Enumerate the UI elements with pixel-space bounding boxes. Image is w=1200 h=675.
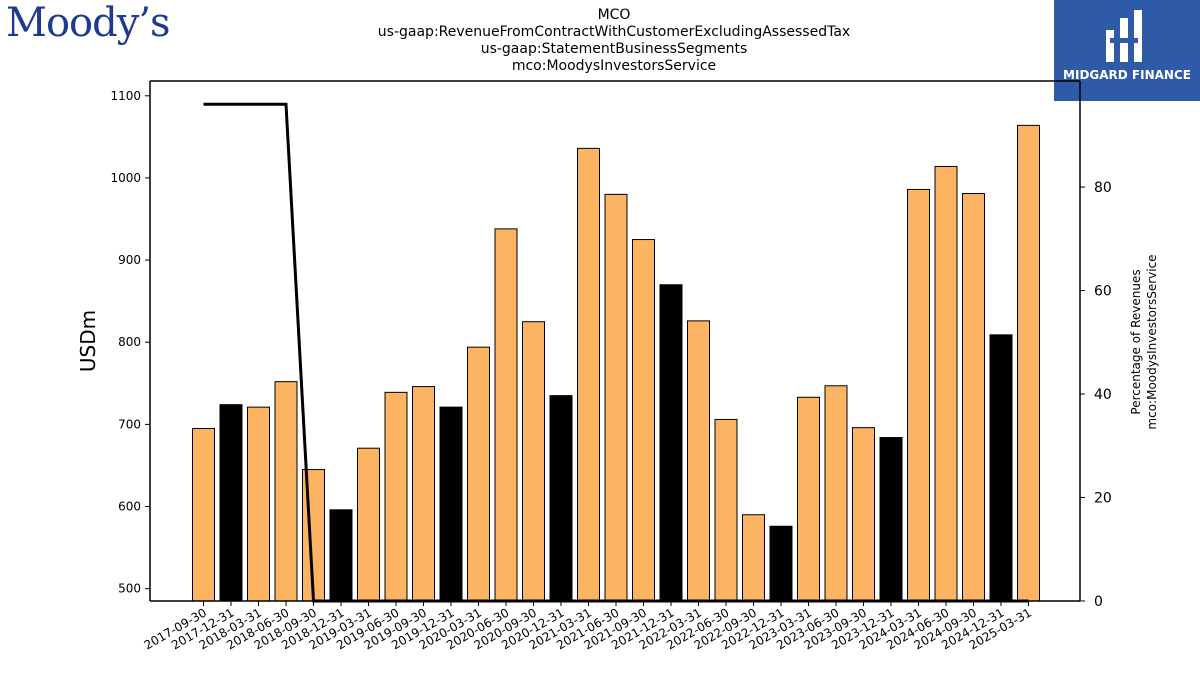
y-tick-label-1100: 1100 [110, 89, 141, 103]
bar-2017-12-31 [219, 404, 243, 602]
y-tick-label-900: 900 [118, 253, 141, 267]
y2-tick-label-0: 0 [1094, 594, 1103, 610]
chart-title-member: mco:MoodysInvestorsService [511, 58, 717, 74]
y2-tick-label-40: 40 [1094, 387, 1112, 403]
bar-2022-09-30 [742, 514, 765, 602]
bar-2020-03-31 [467, 346, 490, 602]
bar-2017-09-30 [192, 427, 215, 602]
bar-2022-12-31 [769, 525, 793, 602]
y2-axis-label-line1: Percentage of Revenues [1129, 269, 1143, 414]
bar-2021-03-31 [577, 147, 600, 602]
bar-2019-09-30 [412, 386, 435, 602]
bar-2021-12-31 [659, 284, 683, 602]
y-axis-label: USDm [76, 310, 100, 372]
y-tick-label-1000: 1000 [110, 171, 141, 185]
bar-2019-03-31 [357, 447, 380, 602]
bar-2023-06-30 [824, 385, 848, 602]
y2-tick-label-60: 60 [1094, 284, 1112, 300]
y-tick-label-500: 500 [118, 582, 141, 596]
bar-2020-06-30 [494, 228, 518, 602]
chart-title-axis: us-gaap:StatementBusinessSegments [480, 41, 748, 57]
bar-2023-03-31 [797, 396, 820, 602]
bar-2023-09-30 [852, 427, 875, 602]
bar-2024-12-31 [989, 334, 1013, 602]
y2-axis-label-line2: mco:MoodysInvestorsService [1145, 254, 1159, 429]
bar-2024-03-31 [907, 188, 930, 602]
bar-2022-06-30 [714, 418, 738, 602]
chart-title-ticker: MCO [597, 7, 631, 23]
y-tick-label-600: 600 [118, 500, 141, 514]
bar-2023-12-31 [879, 437, 903, 602]
bar-2022-03-31 [687, 320, 710, 602]
bar-2025-03-31 [1017, 124, 1040, 602]
midgard-mark-icon [1106, 10, 1142, 62]
bar-2020-12-31 [549, 395, 573, 602]
y-tick-label-800: 800 [118, 335, 141, 349]
bar-2020-09-30 [522, 321, 545, 602]
bar-2021-09-30 [632, 239, 655, 602]
y-tick-label-700: 700 [118, 417, 141, 431]
midgard-finance-text: MIDGARD FINANCE [1063, 68, 1191, 82]
moodys-logo: Moody’s [6, 0, 171, 46]
bar-2024-06-30 [934, 165, 958, 602]
midgard-finance-logo: MIDGARD FINANCE [1054, 0, 1200, 101]
bar-2018-12-31 [329, 509, 353, 602]
bar-2024-09-30 [962, 193, 985, 602]
bar-2019-06-30 [384, 391, 408, 602]
bar-2018-06-30 [274, 381, 298, 602]
bar-2018-03-31 [247, 406, 270, 602]
y2-tick-label-80: 80 [1094, 180, 1112, 196]
y2-tick-label-20: 20 [1094, 491, 1112, 507]
bar-2021-06-30 [604, 193, 628, 602]
bar-2019-12-31 [439, 406, 463, 602]
chart-title-concept: us-gaap:RevenueFromContractWithCustomerE… [377, 24, 851, 40]
